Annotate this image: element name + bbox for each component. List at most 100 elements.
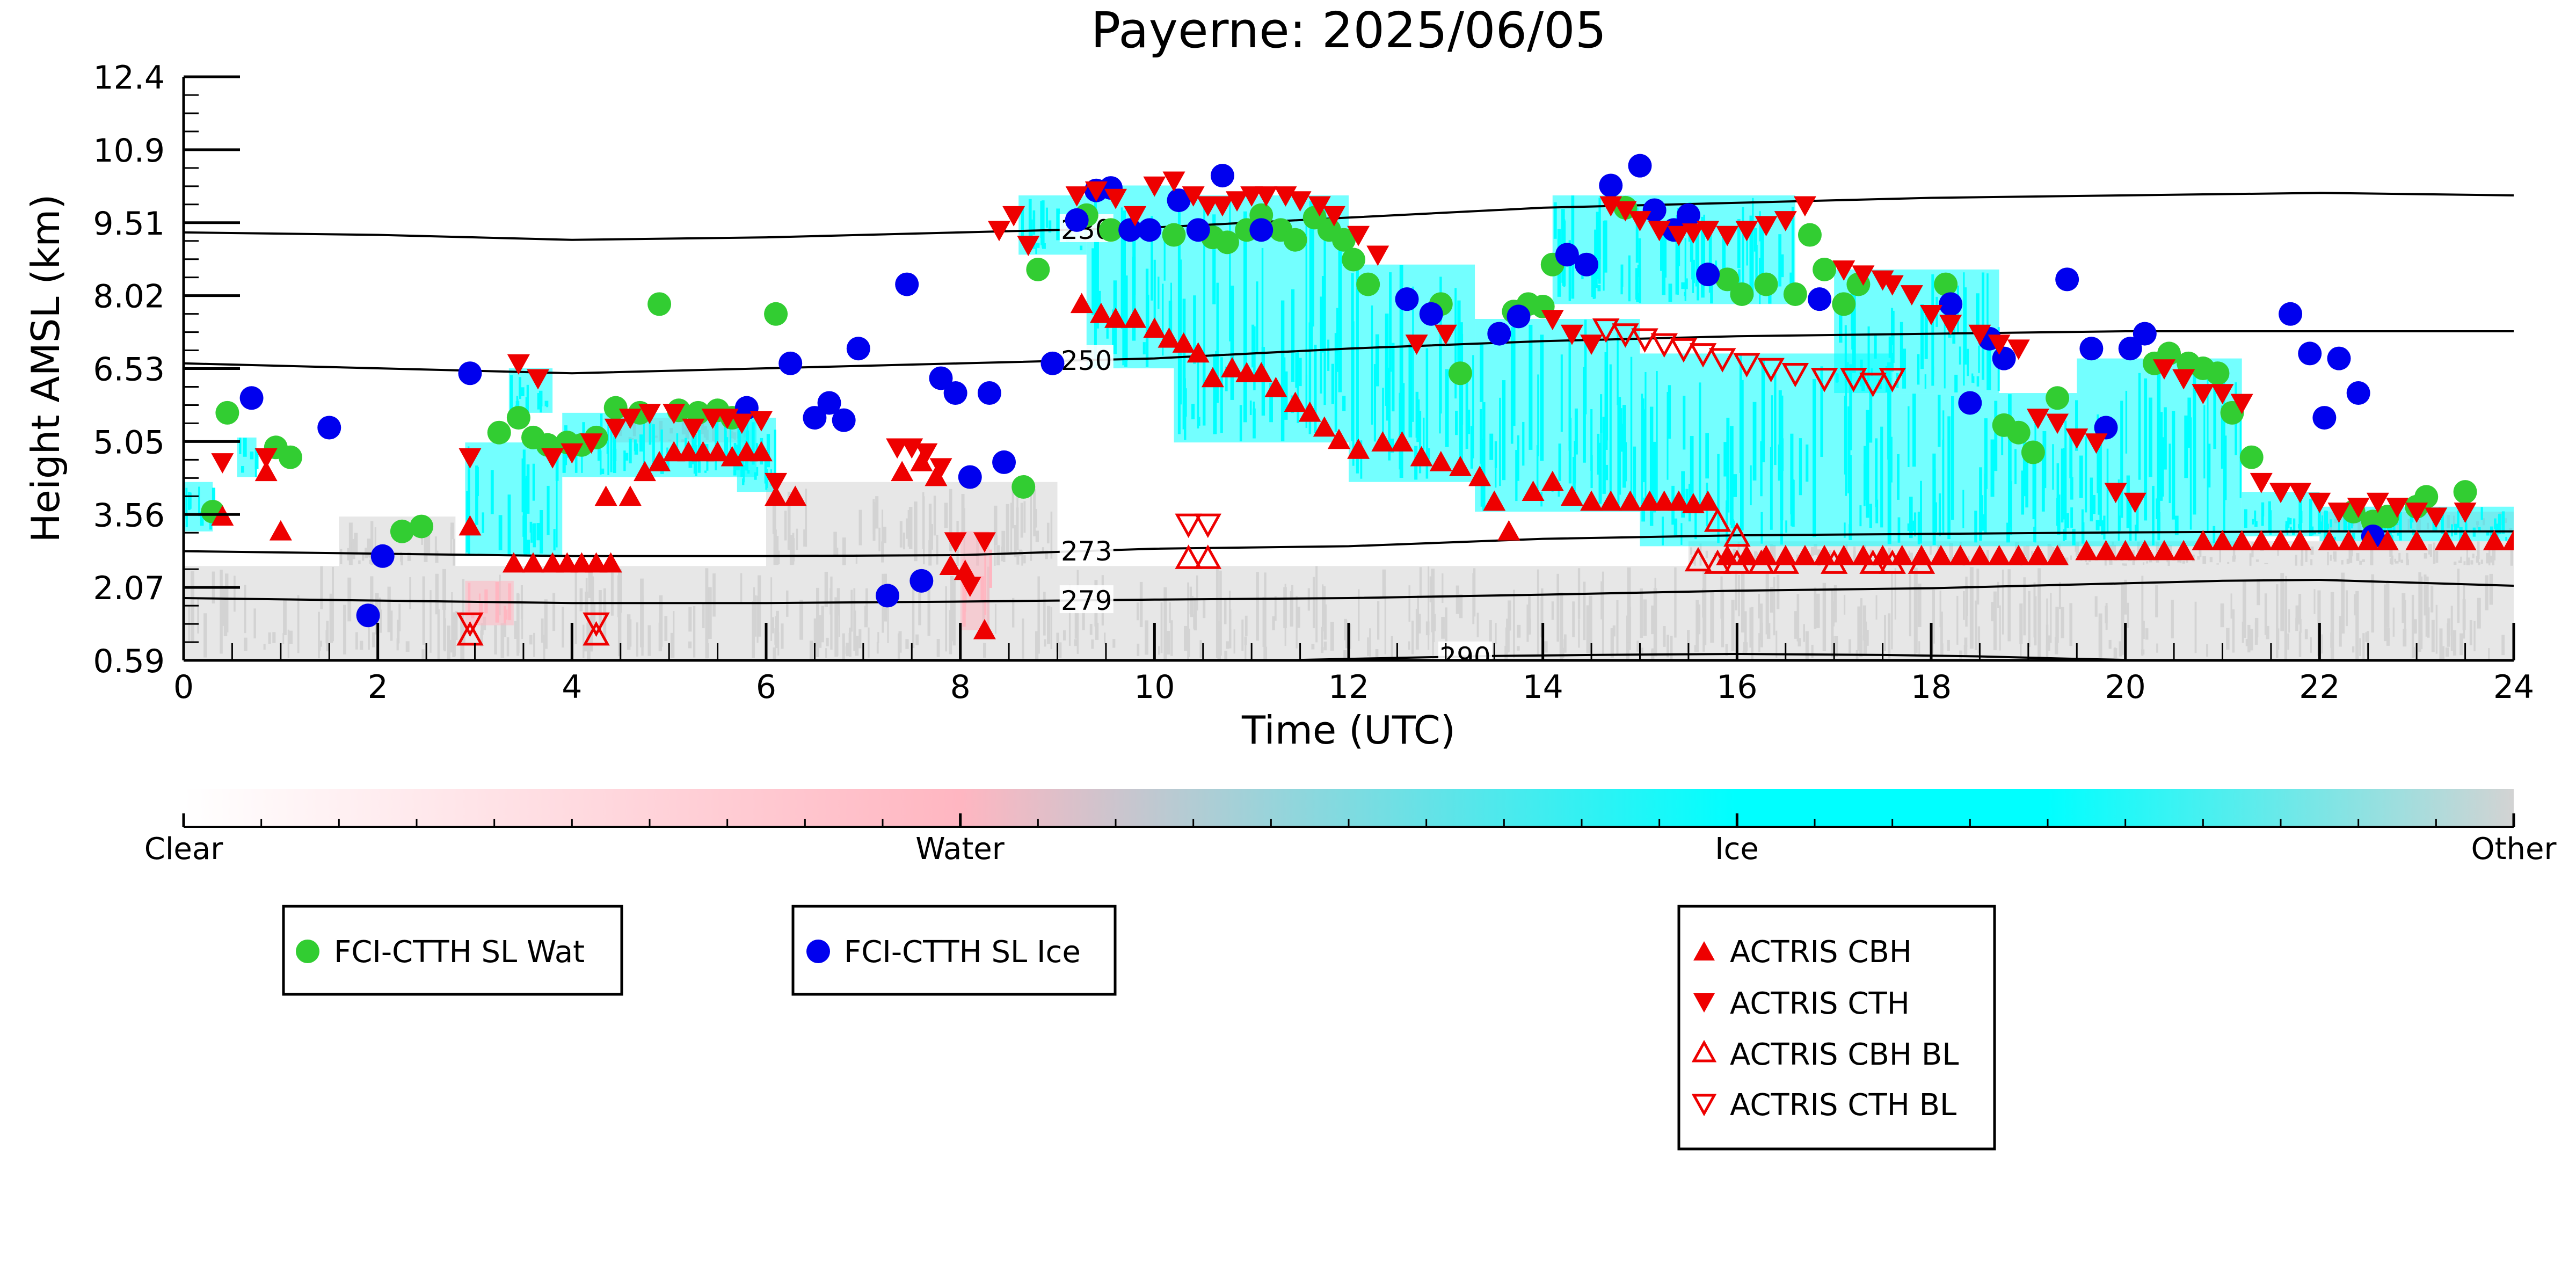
- marker-actris-cbh: [1988, 544, 2011, 565]
- other-patch-speckle: [1170, 620, 1173, 656]
- marker-actris-cbh: [1347, 438, 1370, 459]
- marker-actris-cbh-bl: [1704, 549, 1731, 574]
- ice-patch-speckle: [2099, 434, 2102, 527]
- ice-patch-speckle: [2324, 510, 2327, 540]
- marker-actris-cth: [1900, 285, 1923, 305]
- other-patch-speckle: [1216, 569, 1219, 658]
- ice-patch-speckle: [1153, 259, 1156, 325]
- other-patch-speckle: [409, 577, 411, 609]
- other-patch-speckle: [2359, 561, 2362, 565]
- ice-patch-speckle: [1096, 219, 1099, 329]
- marker-actris-cth: [211, 453, 234, 474]
- other-patch-speckle: [945, 586, 947, 652]
- marker-actris-cbh: [648, 450, 671, 471]
- ice-patch-speckle: [1510, 327, 1513, 444]
- other-patch-speckle: [1344, 618, 1347, 641]
- marker-fci-ctth-sl-ice: [317, 416, 341, 440]
- marker-actris-cth-bl: [1592, 318, 1620, 343]
- ice-patch-speckle: [634, 443, 638, 455]
- marker-actris-cbh: [1599, 490, 1622, 511]
- other-patch-speckle: [936, 535, 938, 565]
- other-patch-speckle: [2002, 569, 2004, 635]
- marker-fci-ctth-sl-wat: [1356, 272, 1380, 296]
- marker-actris-cbh-bl: [1772, 549, 1799, 574]
- ice-patch-speckle: [533, 523, 536, 548]
- marker-actris-cbh: [2114, 540, 2137, 561]
- ice-patch-speckle: [2480, 507, 2483, 520]
- marker-actris-cbh: [692, 441, 715, 462]
- marker-actris-cbh: [1697, 490, 1720, 511]
- ice-patch-speckle: [1675, 239, 1677, 295]
- other-patch-speckle: [1930, 545, 1932, 555]
- other-patch-speckle: [1610, 628, 1614, 658]
- ice-patch-speckle: [2410, 513, 2414, 523]
- ice-patch-speckle: [1499, 397, 1501, 486]
- ice-patch-speckle: [1974, 511, 1977, 543]
- marker-actris-cbh: [1638, 490, 1661, 511]
- other-patch-speckle: [1562, 647, 1564, 658]
- ice-patch-speckle: [1600, 394, 1603, 433]
- other-patch-speckle: [1526, 604, 1529, 642]
- other-patch-speckle: [2142, 562, 2145, 565]
- other-patch-speckle: [434, 536, 437, 556]
- ice-patch-speckle: [1457, 300, 1461, 377]
- ice-patch-speckle: [526, 476, 529, 500]
- other-patch-speckle: [1272, 616, 1275, 630]
- other-patch-speckle: [1814, 544, 1817, 555]
- ice-patch-speckle: [1636, 293, 1640, 303]
- ice-patch-speckle: [2490, 526, 2493, 541]
- legend-ice-marker: [806, 940, 830, 963]
- ice-patch-speckle: [1667, 391, 1669, 480]
- ice-patch-speckle: [1978, 345, 1980, 373]
- other-patch-speckle: [898, 631, 902, 653]
- ice-patch-speckle: [1385, 314, 1389, 406]
- ice-patch-speckle: [1048, 220, 1052, 233]
- ice-patch-speckle: [2070, 477, 2073, 500]
- ice-patch-speckle: [1771, 395, 1773, 469]
- marker-fci-ctth-sl-ice: [992, 450, 1016, 474]
- other-patch-speckle: [876, 642, 879, 654]
- other-patch-speckle: [529, 635, 533, 645]
- other-patch-speckle: [1283, 587, 1287, 629]
- marker-actris-cth: [254, 448, 278, 469]
- ice-patch-speckle: [540, 402, 542, 413]
- marker-fci-ctth-sl-wat: [1832, 292, 1856, 316]
- other-patch-speckle: [422, 576, 425, 645]
- other-patch-speckle: [1932, 590, 1935, 644]
- ice-patch-speckle: [1412, 286, 1414, 422]
- ice-patch-speckle: [1230, 286, 1234, 400]
- ice-patch-speckle: [1662, 516, 1664, 545]
- marker-fci-ctth-sl-ice: [1186, 218, 1210, 242]
- ice-patch-speckle: [1299, 358, 1302, 387]
- other-patch-speckle: [1965, 576, 1968, 627]
- ice-patch-speckle: [523, 537, 527, 556]
- ice-patch-speckle: [1866, 410, 1869, 518]
- other-patch-speckle: [1963, 645, 1968, 656]
- other-patch-speckle: [931, 524, 933, 550]
- other-patch-speckle: [1043, 592, 1046, 636]
- other-patch-speckle: [877, 632, 879, 644]
- ice-patch-speckle: [521, 458, 524, 513]
- marker-fci-ctth-sl-wat: [2046, 386, 2070, 410]
- other-patch-speckle: [2034, 596, 2037, 646]
- other-patch-speckle: [1717, 555, 1720, 561]
- marker-actris-cbh: [618, 485, 642, 506]
- ice-patch-speckle: [2032, 456, 2035, 520]
- ice-patch-speckle: [1036, 243, 1040, 248]
- other-patch-speckle: [1667, 635, 1669, 658]
- marker-actris-cbh: [1298, 401, 1321, 422]
- other-patch-speckle: [1690, 547, 1693, 555]
- other-patch-speckle: [1616, 600, 1619, 656]
- ice-patch-speckle: [2269, 510, 2272, 535]
- other-patch-speckle: [2477, 541, 2480, 559]
- ice-patch-speckle: [1761, 360, 1765, 463]
- other-patch-speckle: [918, 589, 921, 625]
- marker-actris-cbh: [891, 461, 914, 482]
- other-patch-speckle: [2392, 607, 2395, 637]
- marker-actris-cbh: [1143, 317, 1166, 338]
- ice-patch-speckle: [1934, 502, 1937, 533]
- other-patch-speckle: [2489, 555, 2493, 563]
- other-patch-speckle: [1023, 555, 1026, 564]
- other-patch-speckle: [1050, 511, 1053, 559]
- ice-patch-speckle: [2172, 411, 2175, 520]
